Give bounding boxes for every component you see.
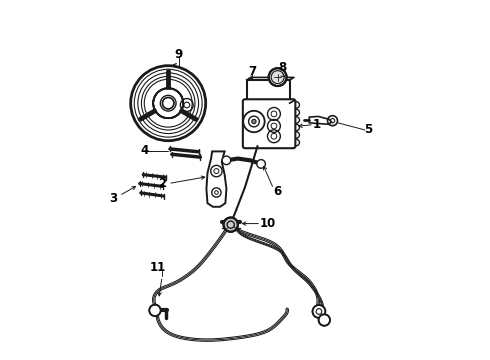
Text: 8: 8 bbox=[278, 61, 287, 74]
FancyBboxPatch shape bbox=[247, 80, 290, 103]
Circle shape bbox=[222, 156, 231, 165]
Text: 4: 4 bbox=[140, 144, 148, 157]
Text: 11: 11 bbox=[149, 261, 166, 274]
Circle shape bbox=[269, 68, 287, 86]
Circle shape bbox=[155, 90, 181, 116]
Text: 6: 6 bbox=[274, 185, 282, 198]
Text: 5: 5 bbox=[364, 123, 372, 136]
Circle shape bbox=[149, 305, 161, 316]
Text: 9: 9 bbox=[175, 48, 183, 61]
Circle shape bbox=[252, 120, 256, 123]
FancyBboxPatch shape bbox=[243, 99, 295, 148]
Circle shape bbox=[155, 90, 181, 116]
Circle shape bbox=[313, 305, 325, 318]
Circle shape bbox=[257, 159, 266, 168]
Text: 3: 3 bbox=[109, 192, 117, 205]
Text: 1: 1 bbox=[313, 118, 320, 131]
Text: 7: 7 bbox=[248, 64, 256, 77]
Circle shape bbox=[155, 90, 181, 116]
Circle shape bbox=[163, 98, 174, 109]
Text: 10: 10 bbox=[260, 217, 276, 230]
Circle shape bbox=[318, 314, 330, 326]
Circle shape bbox=[223, 217, 238, 232]
Text: 2: 2 bbox=[158, 177, 166, 190]
